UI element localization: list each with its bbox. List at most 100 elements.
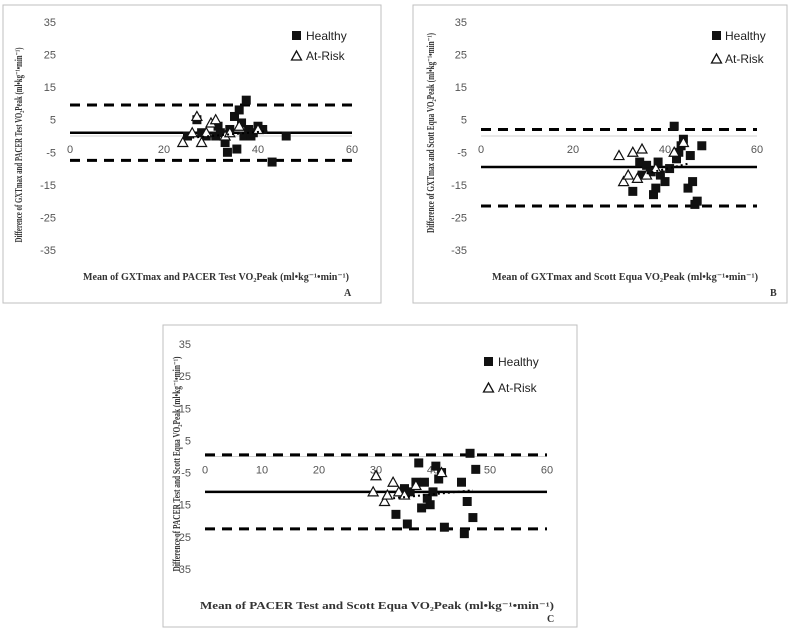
x-tick-label: 20 xyxy=(158,144,170,156)
at-risk-point xyxy=(367,485,380,497)
legend-healthy-label: Healthy xyxy=(498,355,539,369)
y-tick-label: -15 xyxy=(451,180,467,192)
healthy-point xyxy=(672,154,681,164)
x-tick-label: 40 xyxy=(252,144,264,156)
at-risk-point xyxy=(409,479,422,491)
healthy-point xyxy=(258,124,268,134)
healthy-point xyxy=(230,111,239,121)
healthy-point xyxy=(637,170,647,180)
y-tick-label: -25 xyxy=(451,212,467,224)
legend-at-risk-label: At-Risk xyxy=(306,49,346,63)
healthy-point xyxy=(669,121,679,131)
panel-c-legend: Healthy At-Risk xyxy=(482,355,539,395)
y-tick-label: 5 xyxy=(185,435,191,447)
panel-c-border xyxy=(162,324,578,628)
healthy-point xyxy=(220,138,230,148)
y-tick-label: 5 xyxy=(50,115,56,127)
healthy-point xyxy=(651,183,661,193)
healthy-point xyxy=(459,529,469,539)
y-tick-label: -5 xyxy=(181,468,191,480)
healthy-point xyxy=(628,186,638,196)
healthy-point xyxy=(635,157,645,167)
panel-b-y-axis-title: Difference of GXTmax and Scott Equa VO₂P… xyxy=(426,33,437,233)
y-tick-label: -25 xyxy=(40,212,56,224)
panel-a-y-axis-title: Difference of GXTmax and PACER Test VO₂P… xyxy=(14,48,25,243)
y-tick-label: -35 xyxy=(40,245,56,257)
at-risk-point xyxy=(381,488,394,500)
panel-c: Healthy At-Risk Mean of PACER Test and S… xyxy=(162,324,578,628)
y-tick-label: -35 xyxy=(175,564,191,576)
at-risk-point xyxy=(195,136,208,148)
healthy-point xyxy=(267,157,277,167)
healthy-point xyxy=(239,131,249,141)
at-risk-point xyxy=(369,469,383,481)
panel-a-x-axis-title: Mean of GXTmax and PACER Test VO₂Peak (m… xyxy=(83,272,349,283)
trend-line xyxy=(646,162,689,175)
x-tick-label: 20 xyxy=(313,465,325,477)
y-tick-label: -35 xyxy=(451,245,467,257)
healthy-point xyxy=(241,95,251,105)
y-tick-label: -25 xyxy=(175,532,191,544)
healthy-point xyxy=(471,464,481,474)
x-tick-label: 0 xyxy=(202,465,208,477)
at-risk-point xyxy=(176,136,189,148)
healthy-point xyxy=(685,151,695,161)
healthy-point xyxy=(402,519,412,529)
x-tick-label: 10 xyxy=(256,465,268,477)
legend-healthy-label: Healthy xyxy=(725,29,766,43)
at-risk-point xyxy=(626,146,639,157)
at-risk-point xyxy=(435,466,448,478)
healthy-point xyxy=(417,503,427,513)
healthy-point xyxy=(425,500,435,510)
healthy-point xyxy=(391,509,401,519)
healthy-point xyxy=(649,190,658,200)
at-risk-point xyxy=(387,475,400,487)
healthy-point xyxy=(281,131,291,141)
x-tick-label: 0 xyxy=(67,144,73,156)
healthy-point xyxy=(215,128,225,138)
x-tick-label: 60 xyxy=(346,144,358,156)
y-tick-label: 5 xyxy=(461,115,467,127)
panel-a-border xyxy=(2,4,382,304)
at-risk-point xyxy=(378,495,391,507)
healthy-point xyxy=(655,170,665,180)
healthy-point xyxy=(400,484,409,494)
at-risk-point xyxy=(398,488,411,500)
y-tick-label: 25 xyxy=(179,371,191,383)
healthy-point xyxy=(197,128,207,138)
healthy-point xyxy=(457,477,466,487)
healthy-point xyxy=(234,105,244,115)
healthy-point xyxy=(692,196,702,206)
panel-c-y-axis-title: Difference of PACER Test and Scott Equa … xyxy=(172,357,183,572)
y-tick-label: -15 xyxy=(175,500,191,512)
healthy-point xyxy=(697,141,707,151)
healthy-point xyxy=(439,522,449,532)
healthy-point xyxy=(428,487,438,497)
healthy-point xyxy=(468,513,478,523)
at-risk-point xyxy=(209,113,222,125)
legend-at-risk-triangle-icon xyxy=(710,52,723,64)
legend-healthy-label: Healthy xyxy=(306,29,347,43)
y-tick-label: 35 xyxy=(44,17,56,29)
at-risk-point xyxy=(233,119,246,131)
healthy-point xyxy=(688,177,698,187)
healthy-point xyxy=(237,118,247,128)
healthy-point xyxy=(419,477,429,487)
at-risk-point xyxy=(190,110,203,122)
healthy-point xyxy=(431,461,441,471)
healthy-point xyxy=(213,121,223,131)
at-risk-point xyxy=(649,162,662,174)
y-tick-label: 15 xyxy=(44,82,56,94)
healthy-point xyxy=(405,487,415,497)
at-risk-point xyxy=(612,149,626,161)
at-risk-point xyxy=(677,136,690,148)
x-tick-label: 20 xyxy=(567,144,579,156)
x-tick-label: 60 xyxy=(751,144,763,156)
panel-a-legend: Healthy At-Risk xyxy=(290,29,347,63)
at-risk-point xyxy=(668,146,681,157)
at-risk-point xyxy=(392,485,405,497)
legend-healthy-square-icon xyxy=(484,357,493,366)
at-risk-point xyxy=(251,123,265,135)
legend-at-risk-triangle-icon xyxy=(482,381,495,393)
healthy-point xyxy=(244,124,254,134)
